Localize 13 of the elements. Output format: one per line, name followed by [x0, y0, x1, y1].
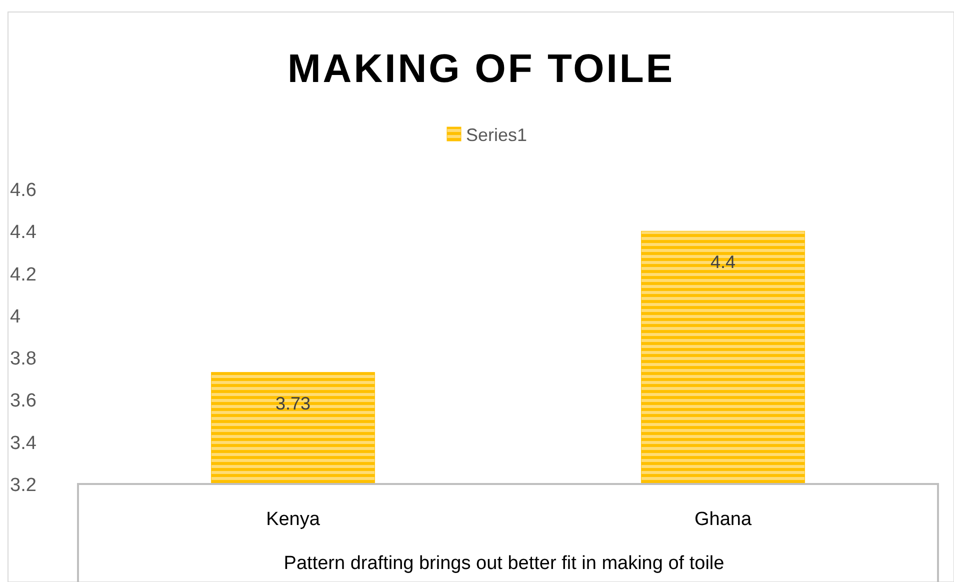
x-tick-label: Ghana	[694, 509, 752, 530]
legend-label: Series1	[466, 125, 528, 145]
y-tick-label: 3.6	[10, 390, 36, 412]
y-tick-label: 4	[10, 306, 21, 328]
y-tick-label: 4.4	[10, 222, 37, 244]
y-tick-label: 4.6	[10, 180, 36, 201]
x-tick-label: Kenya	[266, 509, 320, 530]
y-tick-label: 4.2	[10, 264, 36, 286]
chart-title: MAKING OF TOILE	[287, 47, 675, 91]
y-tick-label: 3.4	[10, 432, 37, 454]
x-axis-title: Pattern drafting brings out better fit in making of toile	[284, 553, 724, 574]
y-tick-label: 3.2	[10, 475, 36, 496]
y-tick-label: 3.8	[10, 348, 36, 370]
